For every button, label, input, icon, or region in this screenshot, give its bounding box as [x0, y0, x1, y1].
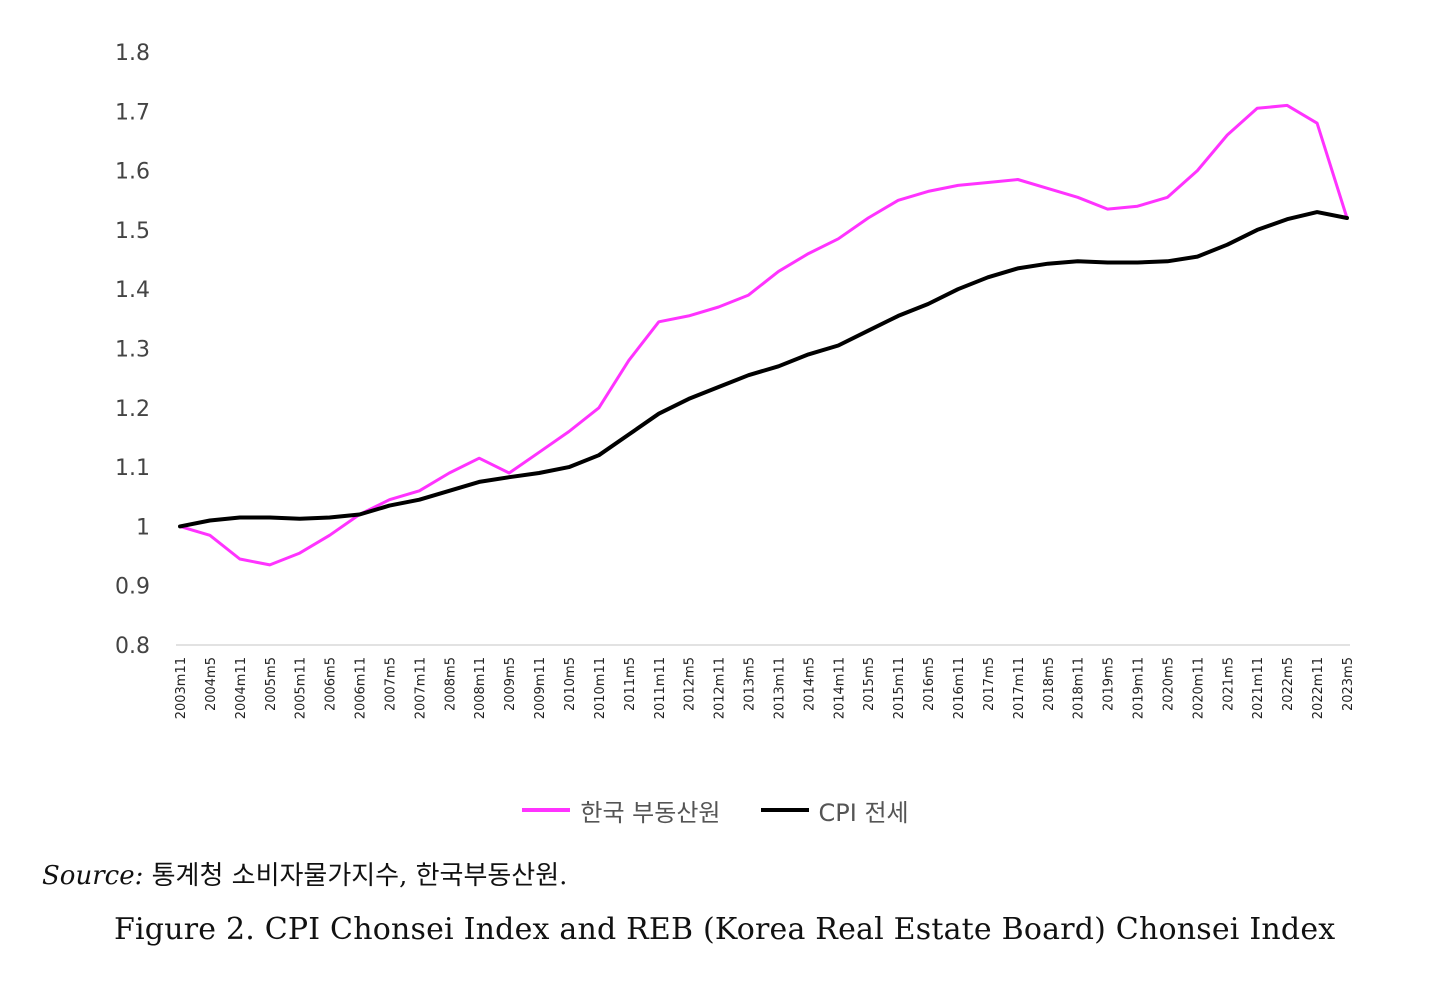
x-tick-label: 2005m11	[294, 657, 309, 719]
x-tick-label: 2014m5	[802, 657, 817, 711]
x-tick-label: 2009m11	[533, 657, 548, 719]
chart-legend: 한국 부동산원 CPI 전세	[0, 792, 1431, 828]
x-tick-label: 2018m11	[1072, 657, 1087, 719]
y-tick-label: 0.9	[115, 575, 150, 600]
x-tick-label: 2007m5	[383, 657, 398, 711]
x-tick-label: 2019m5	[1102, 657, 1117, 711]
y-tick-label: 1.3	[115, 338, 150, 363]
y-tick-label: 1.5	[115, 219, 150, 244]
x-tick-label: 2010m11	[593, 657, 608, 719]
x-tick-label: 2020m5	[1161, 657, 1176, 711]
source-note: Source: 통계청 소비자물가지수, 한국부동산원.	[42, 855, 567, 892]
x-tick-label: 2016m11	[952, 657, 967, 719]
source-text: 통계청 소비자물가지수, 한국부동산원.	[143, 861, 568, 891]
x-axis-ticks: 2003m11 2004m5 2004m11 2005m5 2005m11 2006m5 2…	[174, 657, 1356, 719]
x-tick-label: 2006m5	[324, 657, 339, 711]
x-tick-label: 2011m11	[653, 657, 668, 719]
x-tick-label: 2022m5	[1281, 657, 1296, 711]
y-tick-label: 1.4	[115, 278, 150, 303]
x-tick-label: 2013m5	[743, 657, 758, 711]
y-tick-label: 1.6	[115, 160, 150, 185]
x-tick-label: 2011m5	[623, 657, 638, 711]
series-lines	[178, 103, 1349, 567]
series-line-reb	[178, 103, 1349, 567]
source-label: Source:	[42, 861, 144, 891]
legend-label-reb: 한국 부동산원	[580, 798, 721, 827]
x-tick-label: 2023m5	[1341, 657, 1356, 711]
x-tick-label: 2019m11	[1132, 657, 1147, 719]
line-chart: 0.80.911.11.21.31.41.51.61.71.8 2003m11 2…	[115, 41, 1356, 719]
x-tick-label: 2004m5	[204, 657, 219, 711]
x-tick-label: 2012m5	[683, 657, 698, 711]
legend-swatch-reb	[522, 808, 571, 812]
x-tick-label: 2020m11	[1191, 657, 1206, 719]
legend-swatch-cpi	[760, 808, 809, 812]
y-tick-label: 1.7	[115, 100, 150, 125]
x-tick-label: 2003m11	[174, 657, 189, 719]
legend-label-cpi: CPI 전세	[818, 798, 909, 827]
x-tick-label: 2004m11	[234, 657, 249, 719]
x-tick-label: 2009m5	[503, 657, 518, 711]
x-tick-label: 2014m11	[832, 657, 847, 719]
x-tick-label: 2005m5	[264, 657, 279, 711]
x-tick-label: 2021m11	[1251, 657, 1266, 719]
x-tick-label: 2007m11	[413, 657, 428, 719]
x-tick-label: 2015m11	[892, 657, 907, 719]
y-tick-label: 1.8	[115, 41, 150, 66]
x-tick-label: 2022m11	[1311, 657, 1326, 719]
x-tick-label: 2006m11	[354, 657, 369, 719]
x-tick-label: 2017m11	[1012, 657, 1027, 719]
series-line-cpi	[178, 210, 1349, 529]
x-tick-label: 2008m5	[443, 657, 458, 711]
y-tick-label: 0.8	[115, 634, 150, 659]
figure-caption: Figure 2. CPI Chonsei Index and REB (Kor…	[114, 912, 1336, 947]
x-tick-label: 2016m5	[922, 657, 937, 711]
x-tick-label: 2012m11	[713, 657, 728, 719]
x-tick-label: 2013m11	[772, 657, 787, 719]
y-axis-ticks: 0.8 0.9 1 1.1 1.2 1.3 1.4 1.5 1.6 1.7 1.8	[115, 41, 150, 659]
x-tick-label: 2015m5	[862, 657, 877, 711]
y-tick-label: 1.1	[115, 456, 150, 481]
legend-item-cpi: CPI 전세	[760, 793, 909, 828]
y-tick-label: 1.2	[115, 397, 150, 422]
x-tick-label: 2021m5	[1221, 657, 1236, 711]
x-tick-label: 2017m5	[982, 657, 997, 711]
x-tick-label: 2018m5	[1042, 657, 1057, 711]
y-tick-label: 1	[136, 515, 150, 540]
x-tick-label: 2010m5	[563, 657, 578, 711]
legend-item-reb: 한국 부동산원	[522, 793, 721, 828]
x-tick-label: 2008m11	[473, 657, 488, 719]
